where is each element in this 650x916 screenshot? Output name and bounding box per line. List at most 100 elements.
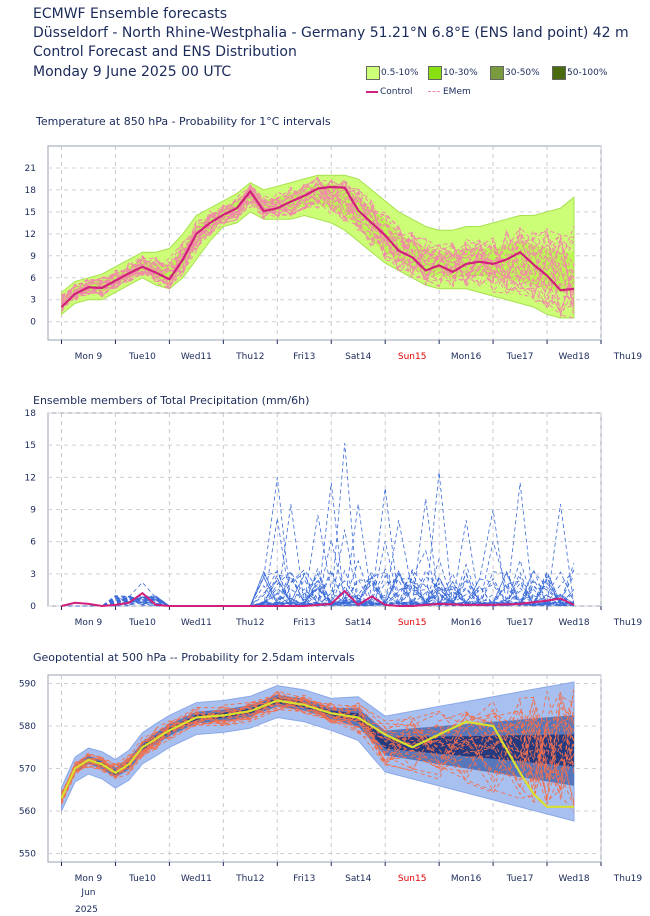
x-tick-label: Thu19 [613,874,643,884]
y-tick-label: 3 [30,296,36,306]
ensemble-member-line [61,176,575,311]
x-tick-label: Thu19 [613,352,643,362]
y-tick-label: 6 [30,538,36,548]
x-tick-label: Sun15 [398,352,427,362]
ensemble-member-line [61,482,575,607]
x-tick-label: Sat14 [345,618,371,628]
y-tick-label: 12 [25,473,36,483]
x-tick-label: Wed18 [558,874,589,884]
x-tick-label: Fri13 [293,874,315,884]
legend-emem-line [428,91,440,92]
y-tick-label: 570 [19,765,36,775]
y-tick-label: 590 [19,680,36,690]
ensemble-member-line [61,563,575,607]
ensemble-member-line [61,696,575,802]
x-tick-label: Wed11 [181,618,212,628]
x-tick-label: Mon 9 [75,618,103,628]
ensemble-member-line [61,181,575,310]
y-tick-label: 21 [25,164,36,174]
legend-control-label: Control [380,87,413,97]
x-tick-label: Sat14 [345,874,371,884]
ensemble-member-line [61,698,575,798]
x-tick-label: Sun15 [398,618,427,628]
ensemble-member-line [61,514,575,607]
x-tick-label: Thu12 [235,352,264,362]
y-tick-label: 0 [30,602,36,612]
legend-label-2: 10-30% [443,68,478,78]
ensemble-member-line [61,183,575,313]
x-tick-label: Fri13 [293,352,315,362]
legend-swatch-1 [366,66,380,80]
control-line [60,699,574,808]
ensemble-member-line [61,541,575,607]
ensemble-member-line [61,509,575,607]
x-tick-label: Thu12 [235,874,264,884]
x-tick-label: Tue17 [506,874,534,884]
ensemble-member-line [61,179,575,297]
ensemble-member-line [61,179,575,316]
year-label: 2025 [75,905,98,915]
panel-title: Ensemble members of Total Precipitation … [33,394,309,407]
y-tick-label: 12 [25,230,36,240]
header-date: Monday 9 June 2025 00 UTC [33,64,232,80]
x-tick-label: Mon16 [451,874,482,884]
ensemble-member-line [61,700,575,803]
x-tick-label: Fri13 [293,618,315,628]
y-tick-label: 15 [25,208,36,218]
y-tick-label: 9 [30,506,36,516]
ensemble-member-line [61,180,575,310]
x-tick-label: Tue17 [506,352,534,362]
x-tick-label: Thu19 [613,618,643,628]
y-tick-label: 580 [19,722,36,732]
month-label: Jun [80,888,95,898]
x-tick-label: Wed18 [558,352,589,362]
ensemble-member-line [61,698,575,802]
y-tick-label: 6 [30,274,36,284]
panel-title: Temperature at 850 hPa - Probability for… [35,115,331,128]
x-tick-label: Sun15 [398,874,427,884]
legend-control-line [366,91,378,93]
x-tick-label: Wed18 [558,618,589,628]
probability-band-0.5-10 [61,174,575,319]
x-tick-label: Tue10 [128,874,156,884]
ensemble-member-line [61,488,575,607]
legend-swatch-2 [428,66,442,80]
legend-emem-label: EMem [443,87,471,97]
x-tick-label: Thu12 [235,618,264,628]
x-tick-label: Tue17 [506,618,534,628]
ensemble-member-line [61,567,575,607]
ensemble-member-line [61,686,575,805]
y-tick-label: 560 [19,807,36,817]
ensemble-member-line [61,185,575,307]
x-tick-label: Mon 9 [75,874,103,884]
x-tick-label: Wed11 [181,874,212,884]
ensemble-member-line [61,691,575,795]
control-line [60,185,575,308]
y-tick-label: 9 [30,252,36,262]
ensemble-member-line [61,695,575,800]
legend-swatch-3 [490,66,504,80]
legend-label-1: 0.5-10% [381,68,419,78]
ensemble-member-line [61,194,575,316]
y-tick-label: 18 [25,409,37,419]
y-tick-label: 0 [30,318,36,328]
ensemble-member-line [61,572,575,607]
y-tick-label: 15 [25,441,36,451]
ensemble-member-line [61,183,575,296]
ensemble-member-line [61,178,575,302]
x-tick-label: Tue10 [128,352,156,362]
header-location: Düsseldorf - North Rhine-Westphalia - Ge… [33,25,629,41]
header-title: ECMWF Ensemble forecasts [33,6,228,22]
ensemble-member-line [61,471,575,607]
ensemble-member-line [61,695,575,794]
legend-label-3: 30-50% [505,68,540,78]
legend-label-4: 50-100% [567,68,608,78]
ensemble-member-line [61,691,575,804]
x-tick-label: Mon16 [451,352,482,362]
x-tick-label: Tue10 [128,618,156,628]
x-tick-label: Wed11 [181,352,212,362]
header-subtitle: Control Forecast and ENS Distribution [33,44,297,60]
ensemble-member-line [61,177,575,300]
x-tick-label: Mon 9 [75,352,103,362]
